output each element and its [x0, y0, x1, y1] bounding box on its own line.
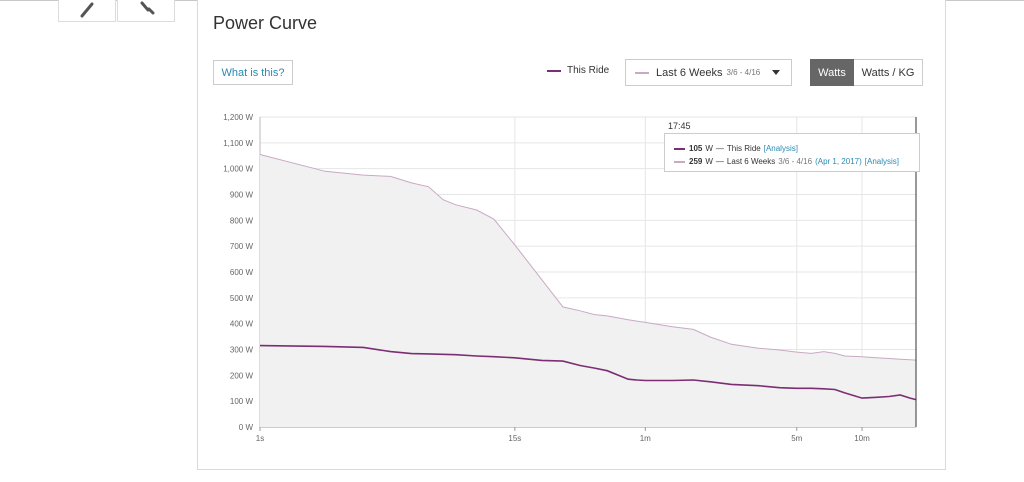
- tooltip-last-weeks-date-link[interactable]: (Apr 1, 2017): [815, 157, 862, 166]
- x-tick-label: 1m: [640, 434, 651, 443]
- this-ride-line: [259, 344, 917, 401]
- tooltip-this-ride-value: 105: [689, 144, 703, 153]
- tooltip-this-ride-sep: —: [715, 144, 724, 153]
- tooltip-time: 17:45: [668, 121, 691, 131]
- tooltip-last-weeks-label: Last 6 Weeks: [726, 157, 776, 166]
- tooltip-this-ride-swatch: [674, 147, 685, 150]
- watts-per-kg-toggle-button[interactable]: Watts / KG: [854, 59, 923, 86]
- last-weeks-area: [260, 154, 916, 427]
- y-tick-label: 400 W: [230, 320, 254, 329]
- pencil-icon: [80, 2, 94, 17]
- y-tick-label: 100 W: [230, 397, 254, 406]
- y-tick-label: 600 W: [230, 268, 254, 277]
- wrench-icon: [140, 1, 155, 14]
- tooltip-row-last-weeks: 259 W — Last 6 Weeks 3/6 - 4/16 (Apr 1, …: [674, 155, 919, 168]
- tooltip-last-weeks-analysis-link[interactable]: [Analysis]: [864, 157, 899, 166]
- this-ride-swatch: [547, 69, 561, 72]
- caret-down-icon: [772, 70, 780, 75]
- chart-tooltip: 105 W — This Ride [Analysis] 259 W — Las…: [664, 133, 920, 172]
- y-tick-label: 800 W: [230, 216, 254, 225]
- x-tick-label: 10m: [854, 434, 870, 443]
- last-weeks-line: [259, 154, 917, 361]
- tooltip-last-weeks-sep: —: [715, 157, 724, 166]
- tooltip-row-this-ride: 105 W — This Ride [Analysis]: [674, 142, 919, 155]
- settings-tool-button[interactable]: [117, 0, 175, 22]
- tooltip-this-ride-unit: W: [705, 144, 713, 153]
- y-tick-label: 1,100 W: [223, 139, 253, 148]
- x-tick-label: 1s: [256, 434, 264, 443]
- y-tick-label: 900 W: [230, 191, 254, 200]
- tooltip-this-ride-label: This Ride: [726, 144, 761, 153]
- x-tick-label: 5m: [791, 434, 802, 443]
- y-tick-label: 1,200 W: [223, 113, 253, 122]
- tooltip-last-weeks-unit: W: [705, 157, 713, 166]
- y-tick-label: 500 W: [230, 294, 254, 303]
- tooltip-last-weeks-dates: 3/6 - 4/16: [778, 157, 813, 166]
- x-tick-label: 15s: [508, 434, 521, 443]
- range-select-dates: 3/6 - 4/16: [726, 68, 761, 77]
- last-weeks-swatch: [635, 71, 649, 74]
- what-is-this-button[interactable]: What is this?: [213, 60, 293, 85]
- page-title: Power Curve: [213, 13, 318, 33]
- y-tick-label: 300 W: [230, 346, 254, 355]
- y-tick-label: 700 W: [230, 242, 254, 251]
- legend-this-ride[interactable]: This Ride: [547, 65, 609, 76]
- legend-this-ride-label: This Ride: [567, 65, 610, 76]
- range-select-label: Last 6 Weeks: [656, 66, 723, 79]
- y-tick-label: 0 W: [239, 423, 254, 432]
- y-tick-label: 1,000 W: [223, 165, 253, 174]
- y-tick-label: 200 W: [230, 371, 254, 380]
- tooltip-last-weeks-value: 259: [689, 157, 703, 166]
- tooltip-this-ride-analysis-link[interactable]: [Analysis]: [763, 144, 798, 153]
- watts-toggle-button[interactable]: Watts: [810, 59, 854, 86]
- edit-tool-button[interactable]: [58, 0, 116, 22]
- tooltip-last-weeks-swatch: [674, 160, 685, 163]
- range-select-dropdown[interactable]: Last 6 Weeks 3/6 - 4/16: [625, 59, 792, 86]
